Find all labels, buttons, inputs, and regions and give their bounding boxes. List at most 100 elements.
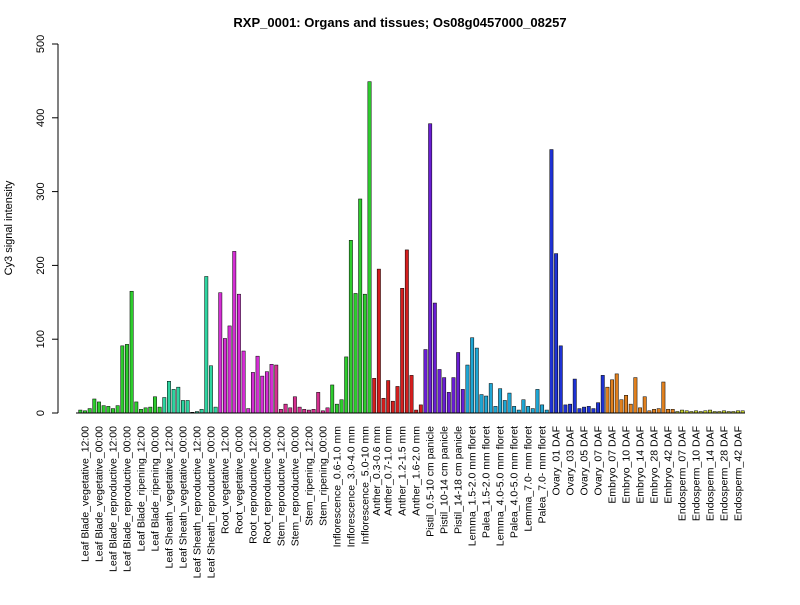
- bar: [111, 408, 115, 414]
- bar: [502, 400, 507, 414]
- bar: [223, 338, 227, 414]
- bar: [670, 409, 675, 414]
- category-label: Embryo_28 DAF: [649, 426, 661, 504]
- bar: [204, 276, 209, 414]
- bar: [558, 345, 563, 414]
- bar: [278, 409, 283, 414]
- bar: [661, 381, 666, 414]
- bar: [465, 364, 470, 414]
- bar: [582, 406, 587, 414]
- category-label: Palea_4.0-5.0 mm floret: [509, 426, 521, 538]
- bar: [456, 352, 461, 414]
- bar: [143, 407, 148, 414]
- y-axis: 0 100 200 300 400 500: [35, 35, 59, 416]
- bar: [610, 379, 615, 414]
- bar: [600, 375, 605, 414]
- y-tick-label: 0: [35, 410, 47, 416]
- bar: [624, 395, 628, 414]
- bar: [530, 408, 535, 414]
- bar: [540, 404, 545, 414]
- category-label: Lemma_1.5-2.0 mm floret: [467, 426, 479, 546]
- bar: [442, 377, 447, 414]
- bar: [162, 397, 167, 414]
- bar: [549, 149, 554, 414]
- bar: [148, 406, 153, 414]
- bar: [344, 356, 349, 414]
- bar: [157, 406, 162, 414]
- bar: [139, 409, 143, 414]
- bar: [596, 402, 601, 414]
- category-label: Endosperm_28 DAF: [719, 426, 731, 521]
- bar: [437, 369, 442, 414]
- bar: [470, 337, 475, 414]
- category-label: Ovary_07 DAF: [593, 426, 605, 495]
- bar: [171, 389, 176, 414]
- category-labels: Leaf Blade_vegetative_12:00 Leaf Blade_ve…: [80, 426, 745, 579]
- bar: [372, 378, 377, 414]
- bar: [563, 404, 568, 414]
- bar: [92, 398, 97, 414]
- bar: [409, 375, 414, 414]
- bar: [246, 408, 251, 414]
- category-label: Endosperm_14 DAF: [705, 426, 717, 521]
- category-label: Ovary_03 DAF: [565, 426, 577, 495]
- bar: [199, 409, 204, 414]
- bar: [484, 395, 489, 414]
- bar: [498, 388, 503, 414]
- category-label: Inflorescence_5.0-10 mm: [359, 426, 371, 545]
- bar: [642, 396, 647, 414]
- bar: [507, 392, 512, 414]
- category-label: Ovary_05 DAF: [579, 426, 591, 495]
- category-label: Stem_ripening_00:00: [317, 426, 329, 526]
- category-label: Leaf Blade_ripening_00:00: [149, 426, 161, 552]
- category-label: Lemma_7.0- mm floret: [523, 426, 535, 532]
- bar: [232, 251, 237, 414]
- bar: [591, 408, 596, 414]
- bar: [120, 345, 125, 414]
- category-label: Anther_0.7-1.0 mm: [383, 426, 395, 516]
- category-label: Anther_0.3-0.6 mm: [371, 426, 383, 516]
- y-tick-label: 300: [35, 182, 47, 200]
- category-label: Leaf Blade_reproductive_12:00: [107, 426, 119, 572]
- bar: [535, 389, 540, 414]
- bar: [479, 394, 484, 414]
- category-label: Stem_reproductive_00:00: [289, 426, 301, 546]
- category-label: Stem_reproductive_12:00: [275, 426, 287, 546]
- bar: [339, 399, 344, 414]
- chart-title: RXP_0001: Organs and tissues; Os08g04570…: [233, 15, 566, 30]
- bar: [512, 406, 517, 414]
- bar: [521, 399, 526, 414]
- bar: [125, 344, 129, 414]
- bar: [488, 383, 493, 414]
- bar: [376, 268, 381, 414]
- y-tick-label: 400: [35, 109, 47, 127]
- bar: [241, 350, 246, 414]
- category-label: Root_reproductive_12:00: [247, 426, 259, 544]
- bar: [181, 400, 185, 414]
- bar: [87, 408, 92, 414]
- bar: [362, 293, 367, 414]
- bar: [474, 347, 479, 414]
- category-label: Endosperm_42 DAF: [733, 426, 745, 521]
- category-label: Inflorescence_0.6-1.0 mm: [331, 426, 343, 548]
- bar: [572, 378, 577, 414]
- y-axis-label: Cy3 signal intensity: [3, 180, 15, 275]
- bar: [652, 409, 656, 414]
- category-label: Anther_1.6-2.0 mm: [411, 426, 423, 516]
- category-label: Leaf Sheath_vegetative_00:00: [177, 426, 189, 569]
- bar: [311, 409, 316, 414]
- category-label: Endosperm_07 DAF: [677, 426, 689, 521]
- bar: [526, 406, 531, 414]
- bar: [460, 389, 465, 414]
- category-label: Ovary_01 DAF: [551, 426, 563, 495]
- bar: [386, 380, 391, 414]
- category-label: Embryo_42 DAF: [663, 426, 675, 504]
- category-label: Pistil_10-14 cm panicle: [439, 426, 451, 534]
- bar: [288, 407, 293, 414]
- bar: [423, 349, 428, 414]
- bar: [334, 403, 339, 414]
- category-label: Stem_ripening_12:00: [303, 426, 315, 526]
- bar: [614, 373, 619, 414]
- category-label: Leaf Sheath_vegetative_12:00: [163, 426, 175, 569]
